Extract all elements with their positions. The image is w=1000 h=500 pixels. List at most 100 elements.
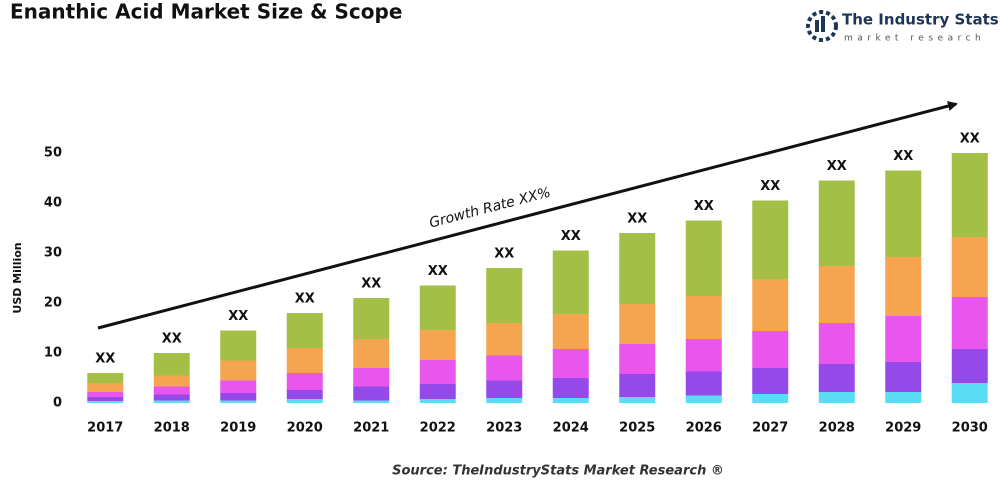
bar-segment <box>885 392 922 403</box>
bar-segment <box>286 313 323 348</box>
bar-segment <box>286 348 323 373</box>
bar-segment <box>153 400 190 403</box>
bar-segment <box>220 400 257 403</box>
bar-segment <box>486 398 523 403</box>
x-tick-label: 2026 <box>686 421 722 436</box>
x-tick-label: 2028 <box>819 421 855 436</box>
bar-segment <box>153 353 190 376</box>
bar-segment <box>951 297 988 349</box>
bar-segment <box>552 250 589 314</box>
bar-segment <box>153 386 190 395</box>
growth-arrow <box>97 101 958 330</box>
bar-segment <box>685 296 722 339</box>
bar-segment <box>752 200 789 279</box>
bar-segment <box>353 400 390 403</box>
bar-segment <box>752 368 789 394</box>
bar-segment <box>87 401 124 403</box>
bar-segment <box>818 266 855 323</box>
bar-segment <box>419 285 456 330</box>
bar-segment <box>951 153 988 237</box>
bar-segment <box>87 392 124 397</box>
bar-segment <box>353 339 390 368</box>
total-label: XX <box>95 352 115 367</box>
y-tick-label: 10 <box>44 346 62 361</box>
bar-segment <box>87 383 124 392</box>
chart-title: Enanthic Acid Market Size & Scope <box>10 0 402 24</box>
bar-segment <box>153 394 190 401</box>
bar-segment <box>286 390 323 399</box>
y-tick-label: 40 <box>44 196 62 211</box>
logo-icon <box>821 16 825 32</box>
bar-segment <box>752 394 789 403</box>
bar-segment <box>818 180 855 266</box>
bar-segment <box>419 384 456 399</box>
total-label: XX <box>627 212 647 227</box>
bar-segment <box>752 331 789 368</box>
x-tick-label: 2025 <box>619 421 655 436</box>
total-label: XX <box>561 229 581 244</box>
y-tick-label: 50 <box>44 146 62 161</box>
logo: The Industry Stats market research <box>806 10 999 44</box>
x-tick-label: 2022 <box>420 421 456 436</box>
logo-icon <box>806 10 838 42</box>
bar-segment <box>353 368 390 387</box>
bar-segment <box>87 397 124 401</box>
bar-segment <box>353 298 390 339</box>
x-tick-label: 2018 <box>154 421 190 436</box>
bar-segment <box>419 330 456 360</box>
x-tick-label: 2021 <box>353 421 389 436</box>
y-tick-label: 20 <box>44 296 62 311</box>
x-tick-label: 2027 <box>752 421 788 436</box>
bar-segment <box>619 233 656 304</box>
bar-segment <box>619 397 656 403</box>
total-label: XX <box>228 309 248 324</box>
bar-segment <box>87 373 124 383</box>
bar-segment <box>419 360 456 384</box>
y-tick-label: 30 <box>44 246 62 261</box>
bar-segment <box>220 330 257 361</box>
bar-segment <box>286 399 323 403</box>
total-label: XX <box>494 247 514 262</box>
bar-segment <box>951 237 988 297</box>
bar-segment <box>685 395 722 403</box>
x-tick-label: 2019 <box>220 421 256 436</box>
bar-segment <box>486 323 523 356</box>
bar-segment <box>885 170 922 257</box>
bar-segment <box>552 398 589 403</box>
bar-segment <box>552 314 589 349</box>
x-tick-label: 2029 <box>885 421 921 436</box>
bar-segment <box>885 316 922 362</box>
bar-segment <box>885 362 922 392</box>
total-label: XX <box>694 199 714 214</box>
x-tick-label: 2023 <box>486 421 522 436</box>
bar-segment <box>220 380 257 393</box>
logo-icon <box>815 20 819 32</box>
bar-segment <box>619 304 656 344</box>
bar-segment <box>552 349 589 378</box>
bar-segment <box>153 375 190 387</box>
total-label: XX <box>295 292 315 307</box>
logo-tagline: market research <box>844 34 985 44</box>
logo-name: The Industry Stats <box>842 11 999 29</box>
bar-segment <box>818 364 855 392</box>
y-axis-label: USD Million <box>11 242 24 313</box>
x-tick-label: 2030 <box>952 421 988 436</box>
bar-segment <box>552 378 589 398</box>
x-tick-label: 2017 <box>87 421 123 436</box>
bar-segment <box>286 373 323 390</box>
bar-segment <box>619 344 656 374</box>
total-label: XX <box>893 149 913 164</box>
total-label: XX <box>760 179 780 194</box>
total-label: XX <box>827 159 847 174</box>
x-tick-label: 2020 <box>287 421 323 436</box>
x-tick-label: 2024 <box>553 421 589 436</box>
bar-segment <box>486 355 523 381</box>
bar-segment <box>486 268 523 323</box>
total-label: XX <box>162 332 182 347</box>
y-tick-label: 0 <box>53 396 62 411</box>
bar-segment <box>220 360 257 381</box>
bar-segment <box>619 374 656 397</box>
bar-segment <box>951 383 988 403</box>
source: Source: TheIndustryStats Market Research… <box>392 464 724 479</box>
